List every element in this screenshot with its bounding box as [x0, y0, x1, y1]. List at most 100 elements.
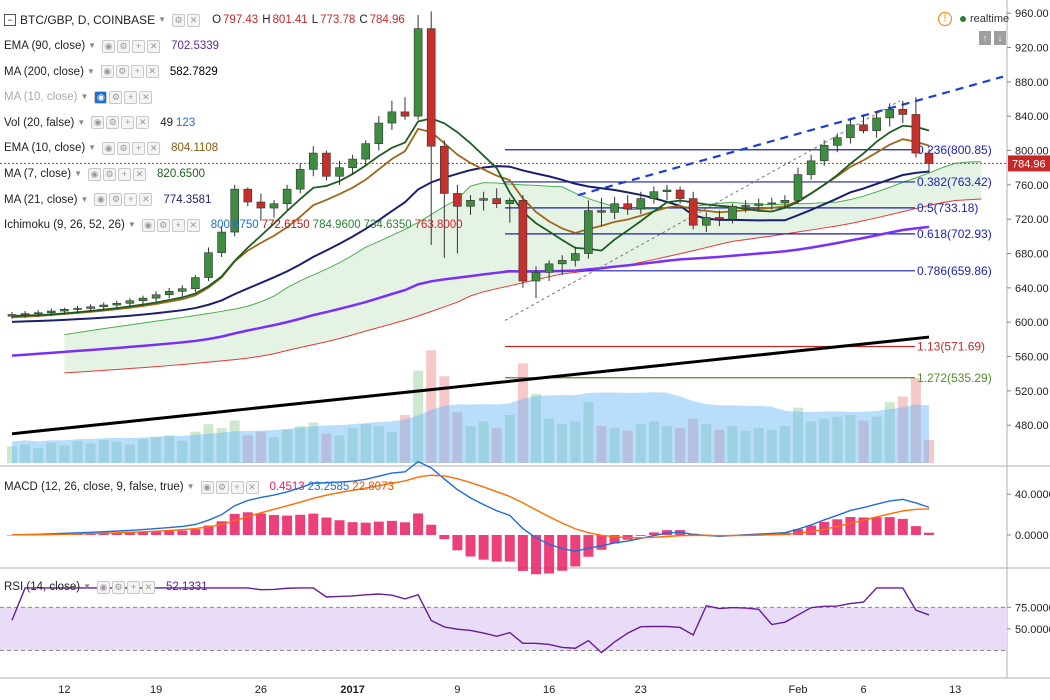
macd-histogram-bar: [203, 525, 214, 535]
indicator-legend-row[interactable]: MA (21, close) ▼ ◉ ⚙ + ✕ 774.3581: [4, 192, 211, 208]
add-icon[interactable]: +: [130, 65, 144, 79]
close-icon[interactable]: ✕: [147, 141, 161, 155]
candle-body: [191, 277, 200, 290]
add-icon[interactable]: +: [171, 218, 185, 232]
settings-icon[interactable]: ⚙: [109, 193, 123, 207]
macd-histogram-bar: [557, 535, 568, 571]
price-tick-label: 480.00: [1015, 420, 1049, 432]
close-icon[interactable]: ✕: [147, 39, 161, 53]
close-icon[interactable]: ✕: [141, 580, 155, 594]
indicator-legend-row[interactable]: Ichimoku (9, 26, 52, 26) ▼ ◉ ⚙ + ✕ 800.6750 772…: [4, 217, 463, 233]
rsi-legend[interactable]: RSI (14, close) ▼ ◉ ⚙ + ✕ 52.1331: [4, 579, 208, 595]
indicator-buttons: ◉ ⚙ + ✕: [141, 218, 202, 232]
indicator-buttons: ◉ ⚙ + ✕: [94, 193, 154, 207]
settings-icon[interactable]: ⚙: [172, 13, 186, 27]
eye-icon[interactable]: ◉: [94, 90, 108, 104]
macd-histogram-bar: [413, 513, 424, 535]
candle-body: [439, 145, 449, 194]
close-icon[interactable]: ✕: [139, 90, 153, 104]
settings-icon[interactable]: ⚙: [115, 65, 129, 79]
indicator-caret-icon[interactable]: ▼: [86, 66, 95, 76]
scale-down-icon[interactable]: ↓: [994, 31, 1006, 45]
time-axis[interactable]: 12 19 26 2017 9 16 23 Feb 6 13: [58, 684, 961, 696]
indicator-legend-row[interactable]: EMA (90, close) ▼ ◉ ⚙ + ✕ 702.5339: [4, 38, 219, 54]
eye-icon[interactable]: ◉: [100, 65, 114, 79]
add-icon[interactable]: +: [118, 167, 132, 181]
settings-icon[interactable]: ⚙: [103, 167, 117, 181]
candle-body: [60, 309, 69, 312]
eye-icon[interactable]: ◉: [96, 580, 110, 594]
eye-icon[interactable]: ◉: [94, 193, 108, 207]
eye-icon[interactable]: ◉: [141, 218, 155, 232]
settings-icon[interactable]: ⚙: [117, 39, 131, 53]
rsi-caret-icon[interactable]: ▼: [83, 582, 91, 591]
volume-ma-area: [12, 392, 929, 463]
macd-legend[interactable]: MACD (12, 26, close, 9, false, true) ▼ ◉…: [4, 479, 394, 495]
volume-bar: [622, 430, 633, 463]
close-icon[interactable]: ✕: [187, 13, 201, 27]
settings-icon[interactable]: ⚙: [117, 141, 131, 155]
indicator-caret-icon[interactable]: ▼: [88, 41, 97, 50]
volume-bar: [596, 426, 607, 463]
scale-up-icon[interactable]: ↑: [979, 31, 991, 45]
collapse-toggle-icon[interactable]: −: [4, 14, 16, 26]
candle-body: [859, 124, 868, 132]
indicator-caret-icon[interactable]: ▼: [127, 220, 136, 230]
symbol-caret-icon[interactable]: ▼: [158, 15, 167, 24]
eye-icon[interactable]: ◉: [200, 480, 214, 494]
candle-body: [151, 294, 161, 299]
alert-icon[interactable]: !: [938, 12, 952, 26]
volume-bar: [59, 445, 70, 463]
close-icon[interactable]: ✕: [133, 167, 147, 181]
indicator-buttons: ◉ ⚙ + ✕: [94, 90, 154, 104]
close-icon[interactable]: ✕: [136, 116, 150, 130]
indicator-legend-row[interactable]: MA (7, close) ▼ ◉ ⚙ + ✕ 820.6500: [4, 166, 205, 182]
macd-histogram-bar: [871, 517, 882, 535]
indicator-caret-icon[interactable]: ▼: [77, 117, 86, 127]
indicator-legend-row[interactable]: Vol (20, false) ▼ ◉ ⚙ + ✕ 49 123: [4, 115, 195, 131]
eye-icon[interactable]: ◉: [102, 141, 116, 155]
indicator-caret-icon[interactable]: ▼: [80, 92, 89, 102]
indicator-caret-icon[interactable]: ▼: [88, 143, 97, 153]
indicator-caret-icon[interactable]: ▼: [74, 169, 83, 178]
volume-bar: [557, 424, 568, 463]
candle-body: [623, 203, 633, 210]
eye-icon[interactable]: ◉: [102, 39, 116, 53]
close-icon[interactable]: ✕: [139, 193, 153, 207]
indicator-legend-row[interactable]: MA (10, close) ▼ ◉ ⚙ + ✕: [4, 89, 160, 105]
settings-icon[interactable]: ⚙: [106, 116, 120, 130]
close-icon[interactable]: ✕: [145, 65, 159, 79]
add-icon[interactable]: +: [126, 580, 140, 594]
time-tick-label: 9: [454, 684, 460, 696]
price-axis[interactable]: 960.00 920.00 880.00 840.00 800.00 760.00 720.…: [1007, 8, 1050, 432]
add-icon[interactable]: +: [121, 116, 135, 130]
add-icon[interactable]: +: [124, 193, 138, 207]
add-icon[interactable]: +: [132, 141, 146, 155]
volume-bar: [675, 427, 686, 463]
indicator-legend-row[interactable]: MA (200, close) ▼ ◉ ⚙ + ✕ 582.7829: [4, 64, 218, 80]
settings-icon[interactable]: ⚙: [156, 218, 170, 232]
add-icon[interactable]: +: [124, 90, 138, 104]
close-icon[interactable]: ✕: [245, 480, 259, 494]
symbol-title[interactable]: BTC/GBP, D, COINBASE: [20, 13, 156, 27]
volume-bar: [727, 426, 738, 463]
volume-bar: [583, 402, 594, 463]
indicator-legend-row[interactable]: EMA (10, close) ▼ ◉ ⚙ + ✕ 804.1108: [4, 140, 218, 156]
macd-histogram-bar: [819, 521, 830, 535]
settings-icon[interactable]: ⚙: [111, 580, 125, 594]
indicator-caret-icon[interactable]: ▼: [80, 194, 89, 204]
volume-bar: [910, 378, 921, 463]
eye-icon[interactable]: ◉: [91, 116, 105, 130]
add-icon[interactable]: +: [132, 39, 146, 53]
macd-histogram-bar: [806, 525, 817, 535]
candle-body: [204, 252, 213, 278]
add-icon[interactable]: +: [230, 480, 244, 494]
macd-caret-icon[interactable]: ▼: [186, 482, 195, 491]
settings-icon[interactable]: ⚙: [109, 90, 123, 104]
volume-bar: [190, 431, 201, 463]
close-icon[interactable]: ✕: [186, 218, 200, 232]
eye-icon[interactable]: ◉: [88, 167, 102, 181]
settings-icon[interactable]: ⚙: [215, 480, 229, 494]
volume-bar: [164, 435, 175, 463]
